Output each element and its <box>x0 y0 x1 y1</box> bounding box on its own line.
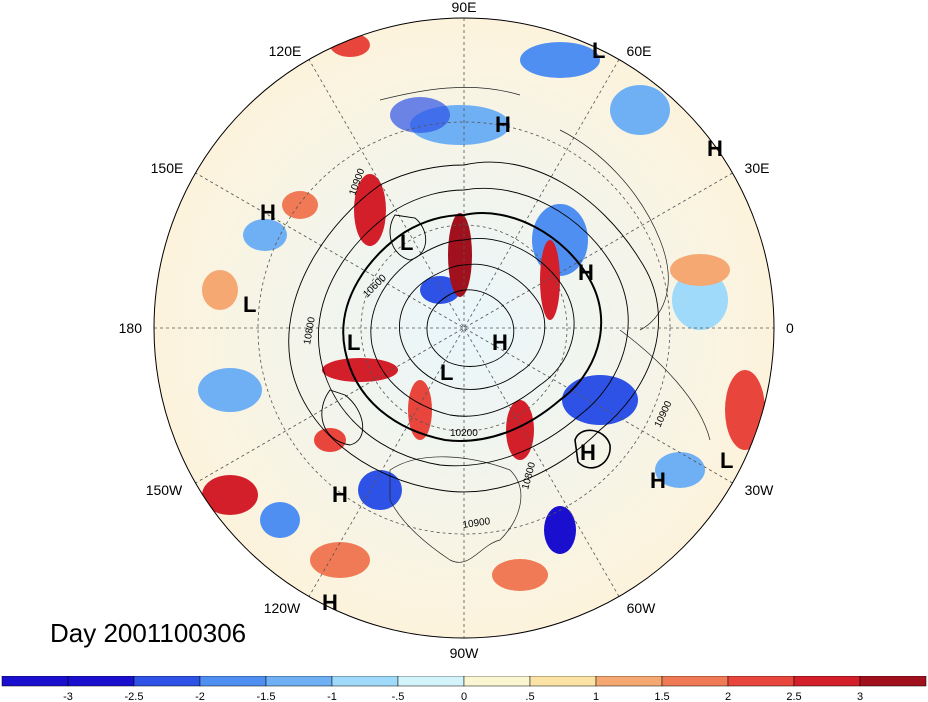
colorbar-tick-label: -1.5 <box>257 691 276 702</box>
lon-label-180: 180 <box>119 320 143 336</box>
lon-label-120e: 120E <box>269 43 302 59</box>
colorbar-tick-label: 2.5 <box>786 691 801 702</box>
colorbar-tick-label: -2 <box>195 691 205 702</box>
pressure-centers: L H H H L L H L H L H H L H H <box>243 38 733 615</box>
longitude-labels: 90E 60E 30E 0 30W 60W 90W 120W 150W 180 … <box>119 0 794 661</box>
colorbar-tick-label: 0 <box>461 691 467 702</box>
colorbar-tick-label: -.5 <box>392 691 405 702</box>
pressure-center-high: H <box>578 260 594 285</box>
pressure-center-high: H <box>492 330 508 355</box>
colorbar-swatch <box>397 676 465 687</box>
height-contours <box>288 161 659 493</box>
lon-label-120w: 120W <box>264 600 301 616</box>
graticule <box>154 18 774 638</box>
pressure-center-high: H <box>495 112 511 137</box>
map-title: Day 2001100306 <box>50 618 247 648</box>
colorbar: -3 -2.5 -2 -1.5 -1 -.5 0 .5 1 1.5 2 2.5 3 <box>1 676 927 702</box>
lon-label-150e: 150E <box>151 160 184 176</box>
colorbar-tick-label: -1 <box>327 691 337 702</box>
colorbar-swatch <box>331 676 399 687</box>
colorbar-tick-label: 3 <box>857 691 863 702</box>
pressure-center-low: L <box>400 230 413 255</box>
lon-label-30e: 30E <box>745 160 770 176</box>
colorbar-swatch <box>793 676 861 687</box>
colorbar-swatch <box>727 676 795 687</box>
colorbar-swatch <box>529 676 597 687</box>
pressure-center-low: L <box>243 292 256 317</box>
colorbar-tick-label: -2.5 <box>125 691 144 702</box>
pressure-center-low: L <box>347 330 360 355</box>
colorbar-swatch <box>859 676 927 687</box>
lon-label-150w: 150W <box>146 482 183 498</box>
pressure-center-high: H <box>260 200 276 225</box>
colorbar-swatch <box>595 676 663 687</box>
colorbar-swatch <box>199 676 267 687</box>
colorbar-swatch <box>265 676 333 687</box>
colorbar-tick-label: 1 <box>593 691 599 702</box>
colorbar-swatch <box>133 676 201 687</box>
pressure-center-low: L <box>720 448 733 473</box>
colorbar-tick-label: -3 <box>63 691 73 702</box>
lon-label-60w: 60W <box>627 600 657 616</box>
map-boundary <box>153 17 775 639</box>
contour-label: 10900 <box>462 516 492 531</box>
pressure-center-high: H <box>707 136 723 161</box>
pressure-center-high: H <box>580 440 596 465</box>
pressure-center-high: H <box>650 468 666 493</box>
lon-label-60e: 60E <box>627 43 652 59</box>
lon-label-0: 0 <box>786 320 794 336</box>
lon-label-30w: 30W <box>745 482 775 498</box>
pressure-center-low: L <box>592 38 605 63</box>
colorbar-tick-label: 2 <box>725 691 731 702</box>
colorbar-swatch <box>1 676 69 687</box>
pressure-center-high: H <box>332 482 348 507</box>
contour-label: 10800 <box>302 316 318 346</box>
colorbar-swatch <box>661 676 729 687</box>
lon-label-90e: 90E <box>452 0 477 15</box>
colorbar-tick-label: 1.5 <box>654 691 669 702</box>
pressure-center-low: L <box>440 360 453 385</box>
contour-label: 10200 <box>450 428 478 439</box>
colorbar-tick-label: .5 <box>525 691 534 702</box>
colorbar-swatch <box>463 676 531 687</box>
pressure-center-high: H <box>322 590 338 615</box>
anomaly-field <box>154 18 774 638</box>
lon-label-90w: 90W <box>450 645 480 661</box>
colorbar-swatch <box>67 676 135 687</box>
